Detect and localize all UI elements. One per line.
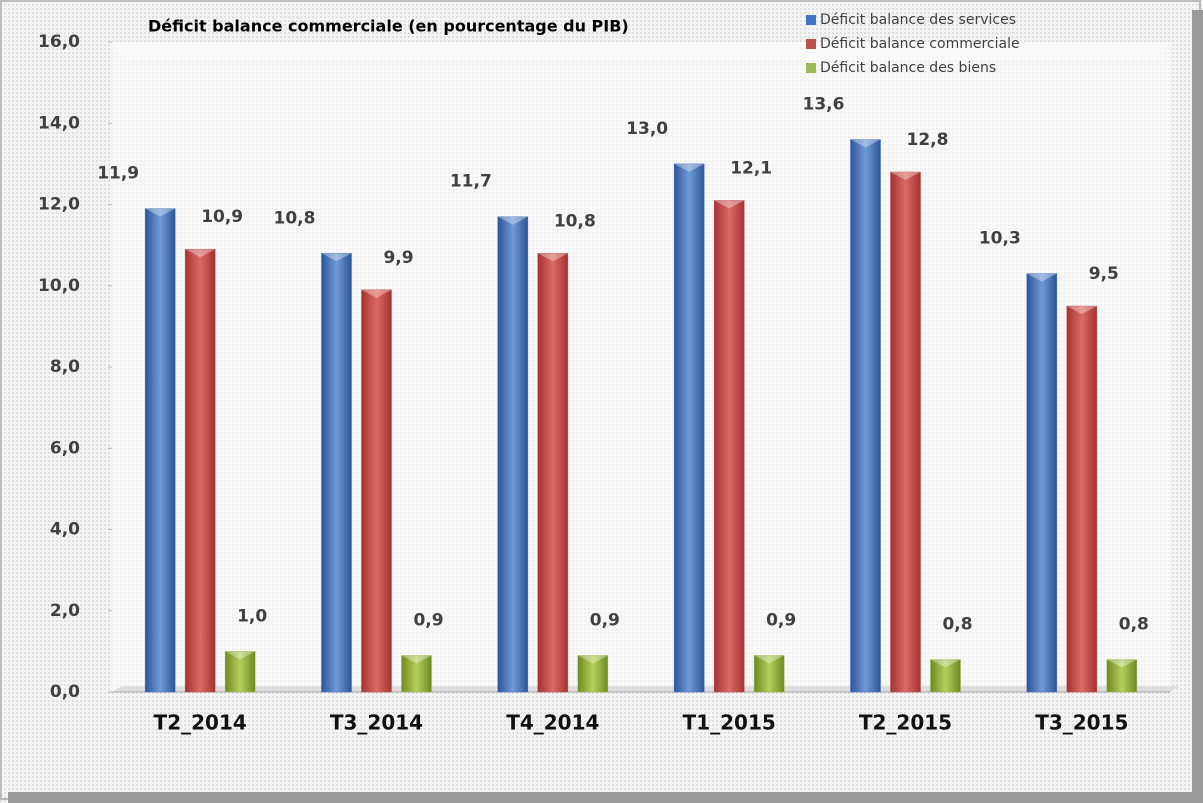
bar-top xyxy=(361,289,392,298)
value-label: 13,0 xyxy=(626,119,668,139)
bar xyxy=(321,253,352,693)
x-tick-label: T4_2014 xyxy=(506,711,599,735)
legend-swatch xyxy=(806,63,816,73)
value-label: 10,8 xyxy=(274,208,316,228)
bar xyxy=(890,171,921,693)
value-label: 12,8 xyxy=(907,130,949,150)
bar-top xyxy=(497,216,528,225)
value-label: 0,8 xyxy=(1119,615,1149,635)
x-tick-label: T2_2014 xyxy=(154,711,247,735)
bar-top xyxy=(1066,306,1097,315)
value-label: 9,9 xyxy=(383,248,413,268)
legend-swatch xyxy=(806,39,816,49)
bar-top xyxy=(145,208,176,217)
bar xyxy=(1026,273,1058,693)
bar xyxy=(497,216,529,693)
y-tick-label: 4,0 xyxy=(50,520,80,540)
y-tick-label: 14,0 xyxy=(38,113,80,133)
value-label: 1,0 xyxy=(237,606,267,626)
x-tick-label: T3_2014 xyxy=(330,711,423,735)
y-tick-label: 8,0 xyxy=(50,357,80,377)
legend-swatch xyxy=(806,15,816,25)
value-label: 0,8 xyxy=(942,615,972,635)
y-tick-label: 2,0 xyxy=(50,601,80,621)
y-tick-label: 16,0 xyxy=(38,32,80,52)
value-label: 0,9 xyxy=(590,610,620,630)
bar-top xyxy=(714,200,745,209)
bar-top xyxy=(577,655,608,664)
x-tick-label: T2_2015 xyxy=(859,711,952,735)
value-label: 10,3 xyxy=(979,229,1021,249)
value-label: 11,7 xyxy=(450,172,492,192)
bar xyxy=(1106,659,1138,693)
bar-top xyxy=(401,655,432,664)
bar xyxy=(537,253,569,693)
value-label: 9,5 xyxy=(1089,264,1119,284)
bar-top xyxy=(754,655,785,664)
bar-top xyxy=(225,651,256,660)
bar xyxy=(401,655,432,693)
bar xyxy=(713,200,745,693)
plot-floor xyxy=(112,686,1180,692)
bar-top xyxy=(321,253,352,262)
bar-top xyxy=(1026,273,1057,282)
bar xyxy=(930,659,961,693)
bar xyxy=(673,163,705,693)
frame-shadow xyxy=(1192,10,1203,803)
value-label: 10,9 xyxy=(201,207,243,227)
bar xyxy=(850,139,881,693)
y-tick-label: 0,0 xyxy=(50,682,80,702)
bar xyxy=(224,651,256,693)
bar-top xyxy=(674,163,705,172)
bar-top xyxy=(185,249,216,258)
plot-area xyxy=(112,42,1170,692)
value-label: 0,9 xyxy=(766,610,796,630)
bar-top xyxy=(930,659,961,668)
legend-label: Déficit balance des services xyxy=(820,12,1016,28)
legend-label: Déficit balance commerciale xyxy=(820,36,1020,52)
x-tick-label: T1_2015 xyxy=(683,711,776,735)
bar-top xyxy=(890,172,921,180)
bar xyxy=(577,655,609,693)
bar-top xyxy=(1106,659,1137,668)
value-label: 13,6 xyxy=(803,95,845,115)
bar xyxy=(753,655,785,693)
value-label: 0,9 xyxy=(413,610,443,630)
y-tick-label: 12,0 xyxy=(38,195,80,215)
frame-shadow xyxy=(8,792,1203,803)
bar xyxy=(144,208,176,693)
y-tick-label: 10,0 xyxy=(38,276,80,296)
bar-top xyxy=(537,253,568,262)
x-tick-label: T3_2015 xyxy=(1035,711,1128,735)
bar xyxy=(361,289,392,693)
value-label: 10,8 xyxy=(554,211,596,231)
bar-top xyxy=(850,139,881,148)
value-label: 12,1 xyxy=(730,158,772,178)
value-label: 11,9 xyxy=(97,164,139,184)
bar xyxy=(1066,305,1098,693)
bar xyxy=(184,248,216,693)
chart-title: Déficit balance commerciale (en pourcent… xyxy=(148,17,629,36)
legend-label: Déficit balance des biens xyxy=(820,60,996,76)
y-tick-label: 6,0 xyxy=(50,438,80,458)
